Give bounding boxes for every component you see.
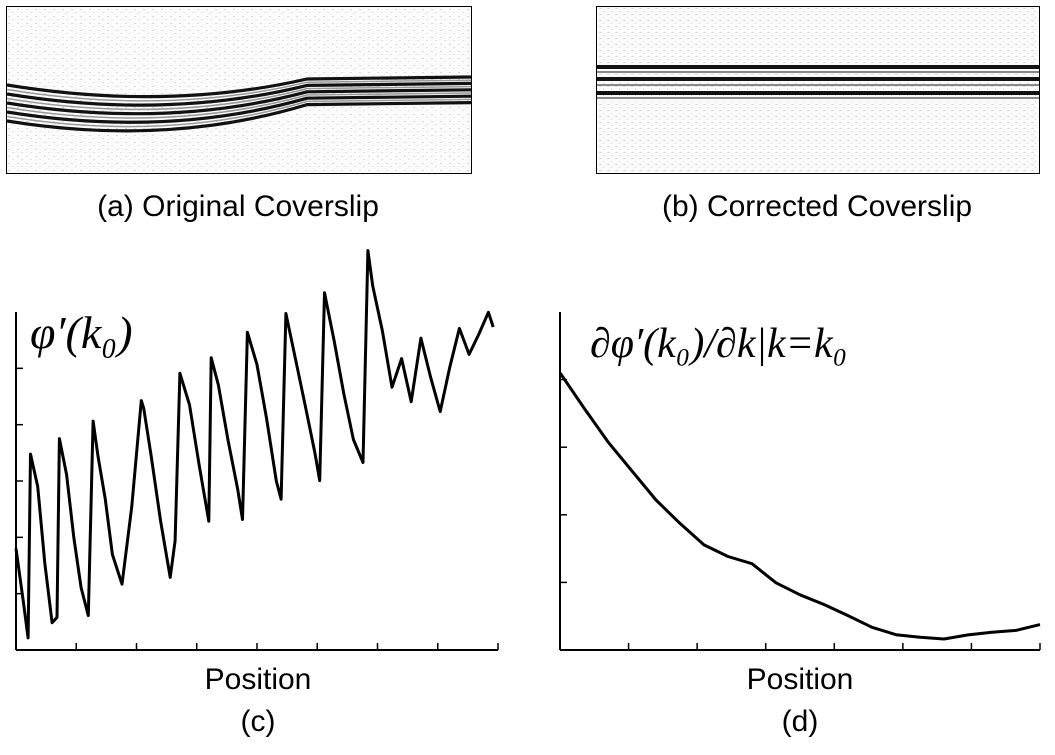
- fringe-stripe: [7, 98, 471, 128]
- series-line: [558, 371, 1041, 641]
- derivative-xlabel: Position: [746, 663, 854, 696]
- fringe-stripe: [597, 91, 1039, 95]
- derivative-plot-svg: [558, 312, 1041, 651]
- original-coverslip-fringes: [7, 7, 471, 173]
- fringe-stripe: [7, 88, 471, 116]
- corrected-coverslip-fringes: [597, 7, 1039, 173]
- caption-a: (a) Original Coverslip: [97, 190, 379, 223]
- fringe-stripe: [7, 94, 471, 124]
- fringe-stripe: [7, 79, 471, 102]
- phase-plot: [0, 249, 520, 660]
- fringe-stripe: [597, 77, 1039, 81]
- caption-d: (d): [781, 705, 819, 738]
- phase-xlabel: Position: [204, 663, 312, 696]
- fringe-stripe: [597, 71, 1039, 73]
- fringe-stripe: [7, 81, 471, 107]
- series-line: [14, 249, 495, 640]
- phase-ylabel: φ′(k₀): [30, 307, 133, 358]
- fringe-stripe: [7, 85, 471, 111]
- fringe-stripe: [7, 101, 471, 133]
- fringe-stripe: [597, 97, 1039, 99]
- caption-b: (b) Corrected Coverslip: [661, 190, 973, 223]
- fringe-stripe: [7, 92, 471, 119]
- fringe-stripe: [597, 84, 1039, 86]
- caption-c: (c): [240, 705, 276, 738]
- phase-plot-svg: [14, 249, 499, 651]
- derivative-ylabel: ∂φ′(k₀)/∂k|k=k₀: [590, 321, 848, 367]
- fringe-stripe: [597, 65, 1039, 69]
- original-coverslip-image: [6, 6, 472, 174]
- fringe-stripe: [7, 75, 471, 99]
- derivative-plot: [540, 300, 1055, 660]
- corrected-coverslip-image: [596, 6, 1040, 174]
